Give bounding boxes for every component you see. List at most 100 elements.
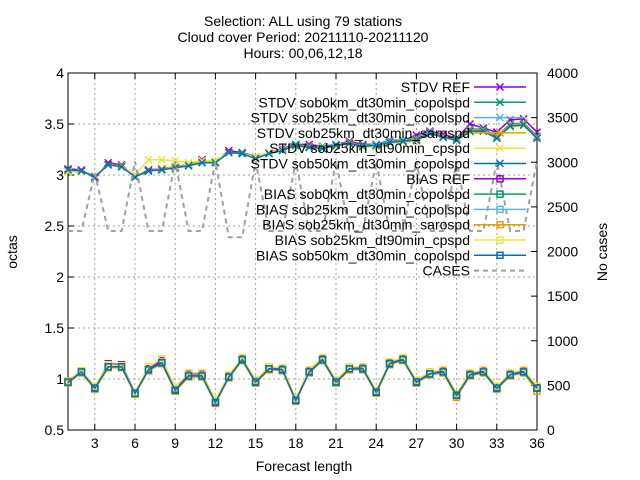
y2-tick-label: 4000: [547, 65, 578, 81]
legend-label: STDV sob25km_dt30min_copolspd: [251, 110, 470, 126]
data-point: [91, 384, 99, 392]
data-point: [157, 155, 166, 164]
data-point: [318, 355, 327, 364]
data-point: [158, 354, 166, 363]
legend-item: STDV sob50km_dt30min_copolspd: [251, 156, 526, 172]
series-layer: [63, 114, 542, 408]
legend-item: BIAS sob25km_dt30min_copolspd: [256, 201, 526, 217]
x-tick-label: 24: [368, 435, 384, 451]
data-point: [492, 134, 501, 143]
y2-tick-label: 2500: [547, 199, 578, 215]
data-point: [372, 388, 380, 397]
data-point: [398, 137, 408, 146]
data-point: [479, 368, 488, 376]
data-point: [238, 355, 246, 364]
data-point: [77, 368, 86, 376]
data-point: [251, 154, 260, 163]
x-tick-label: 15: [248, 435, 264, 451]
data-point: [331, 141, 341, 150]
data-point: [385, 138, 394, 147]
y2-tick-label: 500: [547, 377, 571, 393]
data-point: [278, 366, 287, 374]
legend-marker: [496, 205, 504, 214]
legend-item: BIAS sob0km_dt30min_copolspd: [264, 186, 526, 202]
data-point: [412, 136, 421, 145]
legend-label: BIAS sob0km_dt30min_copolspd: [264, 186, 470, 202]
data-point: [198, 372, 206, 380]
data-point: [251, 152, 260, 161]
y-tick-label: 4: [56, 65, 64, 81]
data-point: [426, 370, 434, 378]
data-point: [144, 166, 153, 175]
legend-marker: [496, 175, 504, 183]
data-point: [264, 149, 274, 158]
y-tick-label: 3: [56, 167, 64, 183]
data-point: [452, 391, 461, 400]
data-point: [519, 120, 528, 130]
x-tick-label: 36: [529, 435, 545, 451]
legend-label: BIAS sob25km_dt30min_copolspd: [256, 201, 470, 217]
data-point: [117, 162, 126, 171]
x-tick-label: 21: [328, 435, 344, 451]
data-point: [532, 134, 542, 143]
x-tick-label: 27: [409, 435, 425, 451]
data-point: [345, 365, 354, 373]
y-tick-label: 3.5: [45, 116, 65, 132]
data-point: [465, 127, 475, 136]
data-point: [225, 373, 233, 381]
data-point: [184, 372, 193, 380]
x-tick-label: 9: [171, 435, 179, 451]
title-line-1: Selection: ALL using 79 stations: [204, 13, 402, 29]
y2-tick-label: 2000: [547, 244, 578, 260]
series-12: [68, 161, 538, 239]
legend-label: STDV sob25km_dt90min_cpspd: [269, 140, 470, 156]
x-tick-label: 33: [489, 435, 505, 451]
data-point: [278, 146, 287, 155]
data-point: [77, 166, 86, 175]
data-point: [265, 365, 273, 373]
x-tick-label: 6: [131, 435, 139, 451]
legend-marker: [495, 113, 505, 122]
legend-marker: [495, 82, 505, 92]
data-point: [197, 158, 207, 167]
data-point: [385, 359, 394, 368]
data-point: [358, 142, 367, 151]
data-point: [291, 141, 300, 150]
legend-item: CASES: [423, 263, 526, 279]
data-point: [305, 143, 314, 152]
data-point: [171, 386, 179, 394]
legend-label: STDV REF: [401, 79, 470, 95]
series-7: [64, 355, 541, 407]
data-point: [251, 378, 260, 386]
data-point: [332, 378, 340, 386]
y2-tick-label: 1500: [547, 288, 578, 304]
data-point: [412, 378, 421, 386]
legend-label: STDV sob0km_dt30min_copolspd: [258, 94, 470, 110]
legend-item: BIAS REF: [406, 171, 526, 187]
data-point: [318, 144, 327, 153]
series-11: [64, 355, 541, 407]
series-9: [64, 356, 541, 408]
data-point: [104, 363, 112, 371]
y2-tick-label: 0: [547, 422, 555, 438]
y2-tick-label: 1000: [547, 333, 578, 349]
legend-marker: [496, 190, 504, 198]
legend-label: CASES: [423, 263, 470, 279]
data-point: [506, 122, 515, 131]
legend-label: BIAS sob25km_dt90min_cpspd: [275, 232, 470, 248]
y2-tick-label: 3000: [547, 154, 578, 170]
title-line-3: Hours: 00,06,12,18: [243, 45, 362, 61]
legend-marker: [495, 98, 505, 107]
data-point: [519, 368, 528, 376]
y-tick-label: 1: [56, 371, 64, 387]
y-tick-label: 2: [56, 269, 64, 285]
legend-marker: [495, 128, 505, 137]
data-point: [130, 173, 140, 182]
data-point: [104, 160, 113, 169]
legend-marker: [496, 251, 504, 260]
legend-item: BIAS sob25km_dt30min_sarospd: [262, 217, 526, 233]
legend-marker: [496, 236, 504, 244]
data-point: [158, 358, 166, 367]
legend-item: STDV sob25km_dt30min_sarospd: [257, 125, 526, 141]
